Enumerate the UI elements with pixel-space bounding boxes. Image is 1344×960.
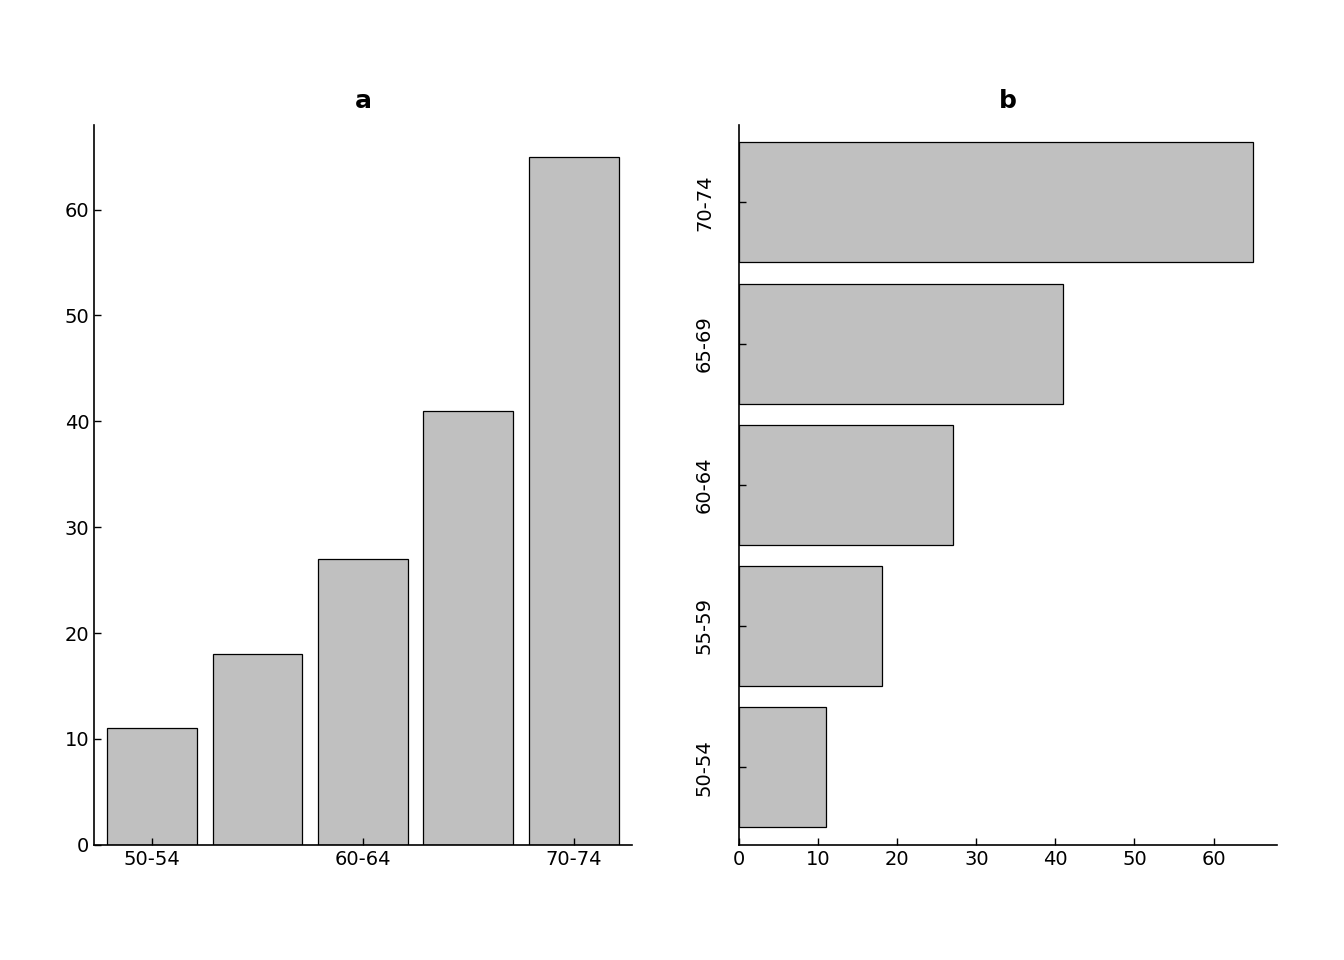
Bar [530, 156, 618, 845]
Bar [739, 708, 827, 828]
Bar [739, 424, 953, 544]
Bar [423, 411, 513, 845]
Bar [319, 559, 407, 845]
Bar [108, 729, 196, 845]
Title: b: b [999, 89, 1017, 113]
Bar [739, 283, 1063, 403]
Bar [212, 654, 302, 845]
Bar [739, 566, 882, 686]
Bar [739, 142, 1253, 262]
Title: a: a [355, 89, 371, 113]
